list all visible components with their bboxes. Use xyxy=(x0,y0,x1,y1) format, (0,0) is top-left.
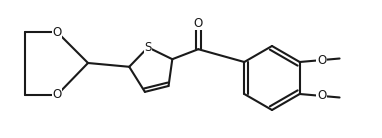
Text: O: O xyxy=(317,89,326,102)
Text: O: O xyxy=(52,88,62,102)
Text: S: S xyxy=(144,41,152,54)
Text: O: O xyxy=(194,17,203,30)
Text: O: O xyxy=(317,54,326,67)
Text: O: O xyxy=(52,26,62,39)
